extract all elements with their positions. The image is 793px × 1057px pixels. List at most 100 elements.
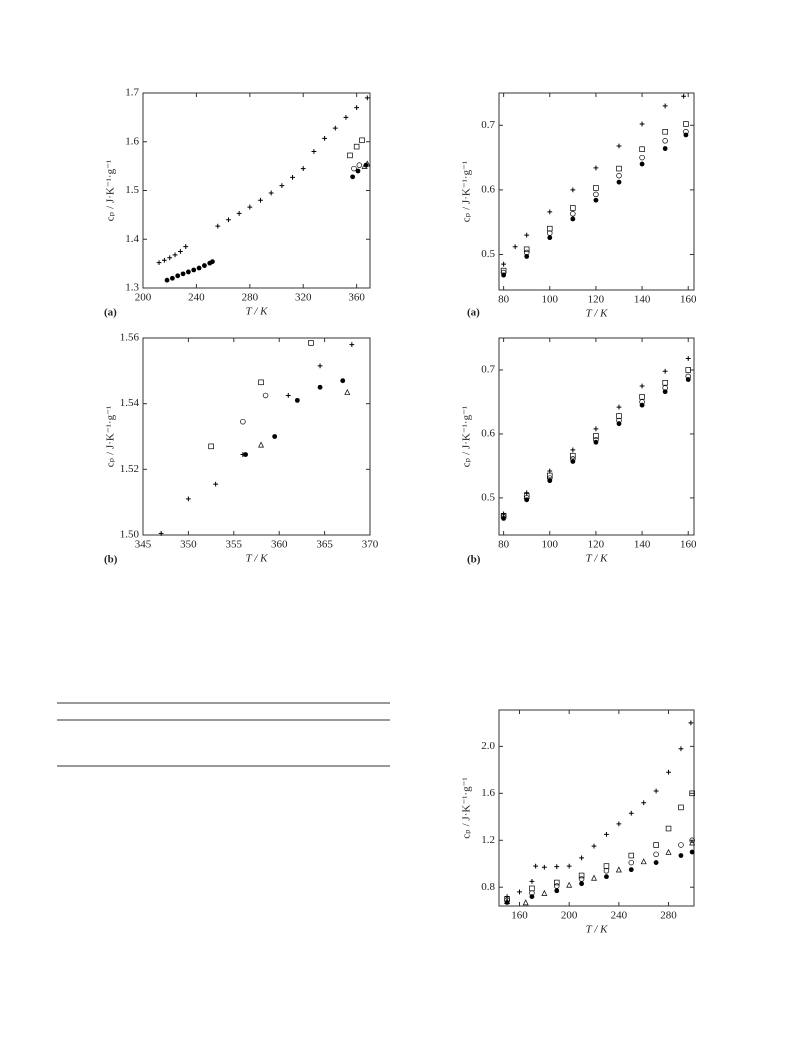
point bbox=[294, 397, 300, 403]
point bbox=[662, 380, 668, 386]
x-axis-label: T / K bbox=[246, 306, 268, 318]
y-axis-label: cₚ / J·K⁻¹·g⁻¹ bbox=[105, 406, 117, 467]
x-tick-label: 80 bbox=[498, 294, 510, 306]
point bbox=[681, 93, 687, 99]
x-tick-label: 370 bbox=[362, 539, 379, 551]
point bbox=[177, 249, 183, 254]
point bbox=[662, 146, 668, 151]
point bbox=[566, 863, 572, 869]
x-tick-label: 200 bbox=[135, 292, 152, 304]
point bbox=[317, 363, 323, 369]
point bbox=[616, 143, 622, 149]
point bbox=[570, 211, 576, 217]
point bbox=[524, 490, 530, 496]
point bbox=[529, 885, 535, 892]
point bbox=[322, 135, 327, 141]
point bbox=[689, 839, 696, 846]
point bbox=[570, 187, 576, 193]
point bbox=[554, 864, 560, 870]
point bbox=[662, 103, 668, 109]
point bbox=[343, 114, 349, 120]
point bbox=[554, 888, 560, 894]
point bbox=[501, 272, 507, 278]
point bbox=[183, 244, 189, 249]
point bbox=[332, 125, 338, 131]
point bbox=[258, 197, 263, 203]
point bbox=[604, 874, 609, 880]
y-tick-label: 0.7 bbox=[481, 119, 495, 131]
x-tick-label: 80 bbox=[498, 539, 510, 551]
x-tick-label: 160 bbox=[511, 910, 528, 922]
panel-label: (a) bbox=[467, 307, 480, 319]
x-tick-label: 360 bbox=[271, 539, 288, 551]
plot-frame bbox=[142, 337, 371, 536]
x-tick-label: 320 bbox=[295, 292, 312, 304]
point bbox=[501, 261, 507, 267]
point bbox=[688, 720, 694, 726]
x-axis-label: T / K bbox=[586, 553, 608, 565]
point bbox=[665, 825, 672, 832]
point bbox=[167, 255, 173, 261]
x-tick-label: 140 bbox=[634, 294, 651, 306]
point bbox=[665, 848, 672, 855]
point bbox=[258, 441, 265, 448]
x-axis-label: T / K bbox=[246, 553, 268, 565]
point bbox=[579, 855, 584, 861]
y-tick-label: 0.6 bbox=[481, 427, 495, 439]
point bbox=[247, 204, 253, 210]
point bbox=[639, 383, 645, 389]
point bbox=[210, 259, 215, 265]
x-tick-label: 200 bbox=[561, 910, 578, 922]
point bbox=[639, 161, 645, 167]
point bbox=[578, 876, 585, 882]
point bbox=[579, 881, 584, 887]
point bbox=[570, 216, 576, 222]
y-axis-label: cₚ / J·K⁻¹·g⁻¹ bbox=[461, 777, 473, 838]
point bbox=[678, 746, 684, 752]
point bbox=[169, 275, 175, 281]
point bbox=[353, 143, 360, 150]
point bbox=[685, 356, 691, 361]
point bbox=[616, 821, 622, 827]
point bbox=[191, 267, 197, 273]
point bbox=[689, 837, 695, 844]
x-tick-label: 345 bbox=[135, 539, 152, 551]
x-tick-label: 240 bbox=[611, 910, 628, 922]
point bbox=[208, 443, 214, 450]
x-tick-label: 120 bbox=[588, 539, 605, 551]
point bbox=[616, 165, 622, 172]
point bbox=[351, 165, 357, 172]
point bbox=[547, 472, 553, 479]
point bbox=[347, 152, 353, 159]
point bbox=[547, 235, 553, 241]
point bbox=[593, 191, 599, 198]
point bbox=[290, 174, 295, 180]
x-tick-label: 350 bbox=[180, 539, 197, 551]
point bbox=[243, 452, 249, 457]
point bbox=[180, 271, 186, 277]
point bbox=[501, 511, 507, 517]
point bbox=[570, 447, 576, 453]
point bbox=[517, 889, 522, 895]
panel-label: (b) bbox=[104, 554, 118, 566]
x-axis-label: T / K bbox=[586, 924, 608, 936]
y-tick-label: 0.8 bbox=[481, 881, 495, 893]
y-tick-label: 1.7 bbox=[125, 87, 139, 99]
y-tick-label: 1.4 bbox=[125, 233, 139, 245]
panel-label: (a) bbox=[104, 307, 117, 319]
point bbox=[215, 223, 221, 229]
point bbox=[593, 426, 599, 432]
y-tick-label: 1.54 bbox=[120, 397, 140, 409]
point bbox=[300, 166, 306, 171]
y-tick-label: 1.2 bbox=[481, 834, 495, 846]
point bbox=[639, 146, 645, 152]
point bbox=[317, 384, 323, 390]
point bbox=[512, 244, 518, 250]
point bbox=[541, 889, 548, 896]
point bbox=[641, 800, 647, 806]
x-tick-label: 280 bbox=[242, 292, 259, 304]
point bbox=[308, 340, 314, 346]
point bbox=[196, 265, 202, 271]
point bbox=[158, 530, 164, 536]
